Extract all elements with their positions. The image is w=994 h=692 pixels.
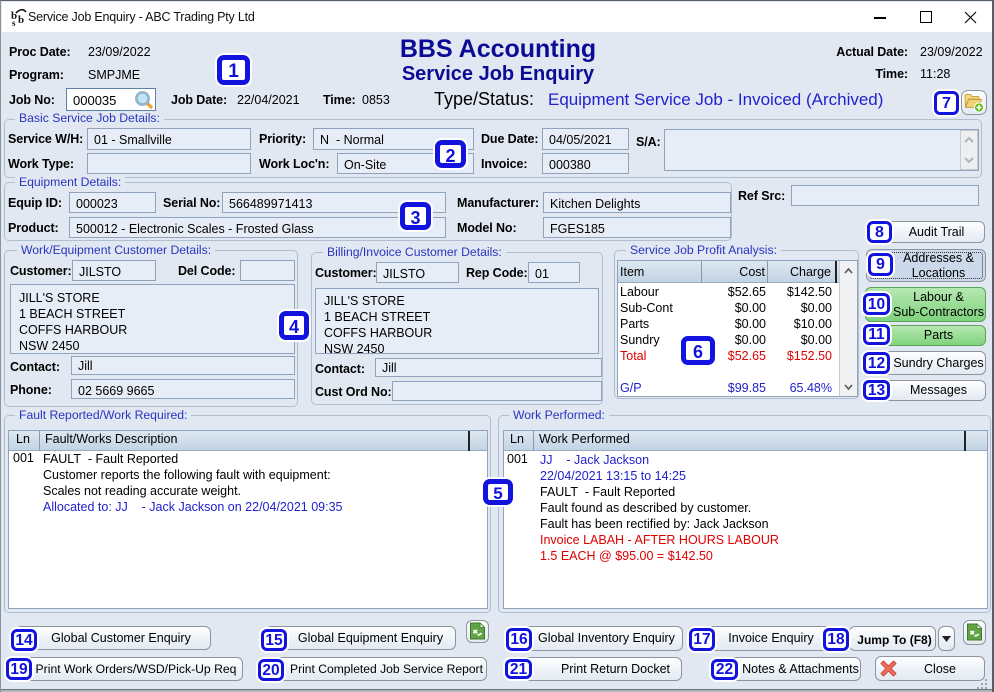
svg-text:s: s	[12, 18, 16, 27]
svg-text:b: b	[18, 14, 24, 26]
svg-text:b: b	[11, 10, 17, 22]
